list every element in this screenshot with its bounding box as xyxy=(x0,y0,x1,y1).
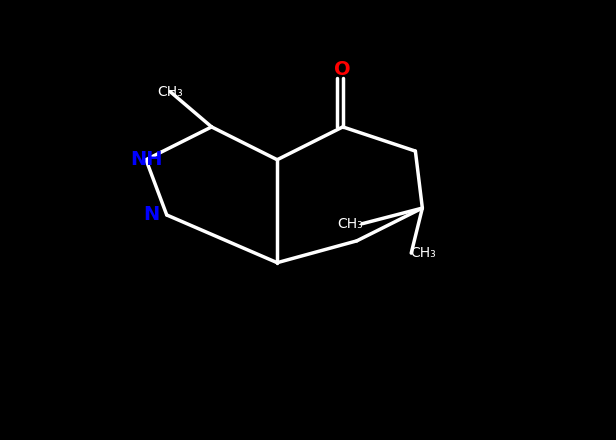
Text: CH₃: CH₃ xyxy=(337,217,363,231)
Text: CH₃: CH₃ xyxy=(411,246,436,260)
Text: N: N xyxy=(143,205,160,224)
Text: O: O xyxy=(334,60,351,79)
Text: NH: NH xyxy=(130,150,162,169)
Text: CH₃: CH₃ xyxy=(158,85,184,99)
